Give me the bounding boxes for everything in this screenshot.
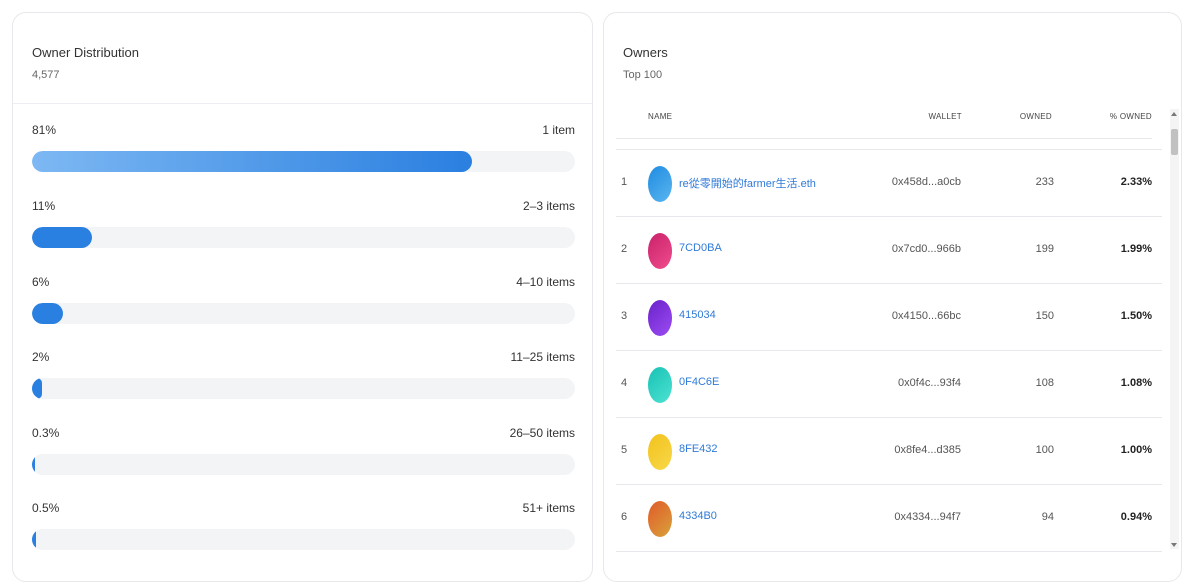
distribution-row: 81% 1 item [32,123,575,183]
owners-card: Owners Top 100 NAME WALLET OWNED % OWNED… [603,12,1182,582]
table-row[interactable]: 2 7CD0BA 0x7cd0...966b 199 1.99% [616,216,1162,283]
avatar[interactable] [648,166,672,202]
owner-percent-owned: 0.94% [1120,511,1152,523]
owner-name-link[interactable]: 7CD0BA [679,242,722,254]
owner-percent-owned: 1.99% [1120,243,1152,255]
table-row[interactable]: 1 re從零開始的farmer生活.eth 0x458d...a0cb 233 2.33… [616,149,1162,216]
scrollbar[interactable] [1170,109,1179,549]
owner-wallet: 0x7cd0...966b [891,243,961,255]
distribution-percent: 81% [32,123,57,137]
owner-name-link[interactable]: 0F4C6E [679,376,720,388]
distribution-bar-track [32,529,575,550]
distribution-bar-track [32,454,575,475]
table-row[interactable]: 5 8FE432 0x8fe4...d385 100 1.00% [616,417,1162,484]
owner-owned-count: 100 [1035,444,1054,456]
owner-rank: 6 [621,511,628,523]
distribution-range: 4–10 items [516,275,575,289]
col-wallet: WALLET [928,112,962,121]
distribution-bar-fill [32,151,472,172]
distribution-row: 6% 4–10 items [32,275,575,335]
owner-wallet: 0x4334...94f7 [894,511,961,523]
owner-percent-owned: 1.08% [1120,377,1152,389]
distribution-bar-track [32,378,575,399]
owner-rank: 1 [621,176,628,188]
distribution-bar-fill [32,227,92,248]
distribution-percent: 0.5% [32,501,60,515]
owner-percent-owned: 1.00% [1120,444,1152,456]
scroll-down-icon[interactable] [1171,543,1177,547]
owner-percent-owned: 2.33% [1120,176,1152,188]
owner-distribution-card: Owner Distribution 4,577 81% 1 item 11% 2–3… [12,12,593,582]
col-name: NAME [648,112,673,121]
table-row[interactable]: 4 0F4C6E 0x0f4c...93f4 108 1.08% [616,350,1162,417]
owner-name-link[interactable]: 8FE432 [679,443,718,455]
owner-name-link[interactable]: re從零開始的farmer生活.eth [679,178,816,190]
distribution-row: 11% 2–3 items [32,199,575,259]
owner-rank: 2 [621,243,628,255]
owners-table: 1 re從零開始的farmer生活.eth 0x458d...a0cb 233 2.33… [616,149,1162,552]
table-header: NAME WALLET OWNED % OWNED [604,112,1152,128]
owner-name-link[interactable]: 4334B0 [679,510,717,522]
distribution-bar-track [32,303,575,324]
distribution-percent: 11% [32,199,56,213]
owner-rank: 5 [621,444,628,456]
distribution-range: 1 item [542,123,575,137]
distribution-range: 51+ items [522,501,575,515]
distribution-range: 26–50 items [509,426,575,440]
owner-wallet: 0x4150...66bc [891,310,961,322]
owner-name-link[interactable]: 415034 [679,309,716,321]
col-owned: OWNED [1019,112,1052,121]
scroll-thumb[interactable] [1171,129,1178,155]
scroll-up-icon[interactable] [1171,112,1177,116]
avatar[interactable] [648,367,672,403]
avatar[interactable] [648,434,672,470]
owner-owned-count: 94 [1041,511,1054,523]
owner-owned-count: 108 [1035,377,1054,389]
owner-wallet: 0x8fe4...d385 [894,444,961,456]
owner-rank: 3 [621,310,628,322]
owners-title: Owners [623,45,668,60]
owner-wallet: 0x0f4c...93f4 [898,377,961,389]
distribution-total: 4,577 [32,69,60,81]
distribution-bar-track [32,227,575,248]
owner-rank: 4 [621,377,628,389]
header-divider [616,138,1152,139]
distribution-bar-fill [32,303,63,324]
distribution-row: 0.3% 26–50 items [32,426,575,486]
distribution-percent: 0.3% [32,426,60,440]
distribution-percent: 2% [32,350,50,364]
owner-owned-count: 233 [1035,176,1054,188]
avatar[interactable] [648,300,672,336]
distribution-title: Owner Distribution [32,45,139,60]
table-row[interactable]: 3 415034 0x4150...66bc 150 1.50% [616,283,1162,350]
col-pct-owned: % OWNED [1109,112,1152,121]
distribution-bar-track [32,151,575,172]
owner-owned-count: 199 [1035,243,1054,255]
table-row[interactable]: 6 4334B0 0x4334...94f7 94 0.94% [616,484,1162,552]
distribution-bar-fill [32,454,36,475]
distribution-bar-fill [32,378,42,399]
avatar[interactable] [648,233,672,269]
distribution-row: 2% 11–25 items [32,350,575,410]
distribution-row: 0.5% 51+ items [32,501,575,561]
distribution-bar-fill [32,529,36,550]
distribution-range: 11–25 items [510,350,575,364]
owners-subtitle: Top 100 [623,69,663,81]
owner-percent-owned: 1.50% [1120,310,1152,322]
divider [13,103,592,104]
distribution-range: 2–3 items [522,199,575,213]
avatar[interactable] [648,501,672,537]
owner-wallet: 0x458d...a0cb [891,176,961,188]
distribution-percent: 6% [32,275,50,289]
owner-owned-count: 150 [1035,310,1054,322]
